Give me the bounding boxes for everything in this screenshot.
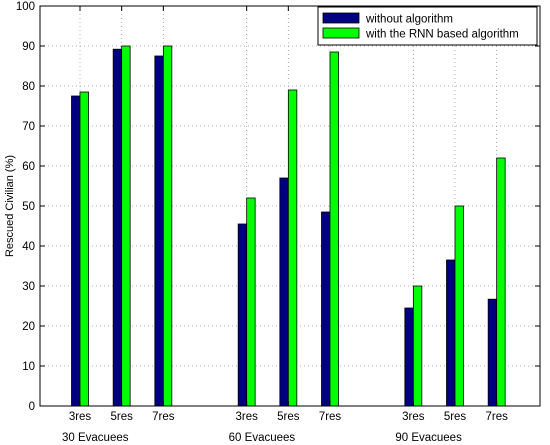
bar-series-1: [487, 298, 498, 407]
category-label: 7res: [485, 411, 508, 423]
group-label: 90 Evacuees: [395, 432, 462, 444]
category-label: 5res: [444, 411, 467, 423]
bars: [71, 45, 506, 407]
bar-series-2: [287, 89, 298, 407]
bar-series-1: [279, 177, 289, 407]
y-tick-label: 20: [22, 321, 35, 333]
bar-series-1: [404, 307, 414, 407]
y-tick-label: 90: [22, 41, 35, 53]
category-label: 3res: [69, 411, 92, 423]
bar-series-2: [496, 157, 506, 407]
bar-series-2: [454, 205, 464, 407]
group-label: 60 Evacuees: [229, 432, 296, 444]
y-tick-label: 80: [22, 81, 35, 93]
group-label: 30 Evacuees: [62, 432, 129, 444]
category-label: 5res: [277, 411, 300, 423]
category-label: 7res: [152, 411, 175, 423]
bar-series-2: [329, 51, 339, 407]
y-axis-label: Rescued Civilian (%): [4, 155, 16, 257]
bar-series-1: [154, 55, 164, 407]
y-tick-label: 60: [22, 161, 35, 173]
bar-series-2: [79, 91, 89, 407]
category-label: 3res: [402, 411, 425, 423]
y-tick-label: 0: [29, 401, 35, 413]
legend: without algorithm with the RNN based algo…: [317, 6, 538, 46]
bar-series-1: [446, 259, 456, 407]
category-label: 3res: [235, 411, 258, 423]
y-tick-label: 40: [22, 241, 35, 253]
legend-label: without algorithm: [365, 14, 453, 26]
y-tick-label: 30: [22, 281, 35, 293]
bar-series-1: [321, 211, 331, 407]
bar-series-2: [412, 285, 423, 407]
legend-swatch: [322, 27, 360, 39]
bar-series-2: [162, 45, 173, 407]
y-tick-label: 10: [22, 361, 35, 373]
bar-series-1: [71, 95, 81, 407]
bar-series-1: [237, 223, 248, 407]
y-tick-label: 100: [16, 1, 35, 13]
y-tick-label: 50: [22, 201, 35, 213]
legend-label: with the RNN based algorithm: [365, 29, 519, 41]
bar-series-2: [121, 45, 131, 407]
bar-series-1: [112, 48, 123, 407]
axis-ticks: 0 10 20 30 40 50 60 70 80 90 100 3res 5res 7res 3res 5r…: [16, 1, 540, 444]
category-label: 7res: [319, 411, 342, 423]
y-tick-label: 70: [22, 121, 35, 133]
category-label: 5res: [110, 411, 133, 423]
legend-swatch: [322, 12, 360, 24]
bar-series-2: [246, 197, 256, 407]
